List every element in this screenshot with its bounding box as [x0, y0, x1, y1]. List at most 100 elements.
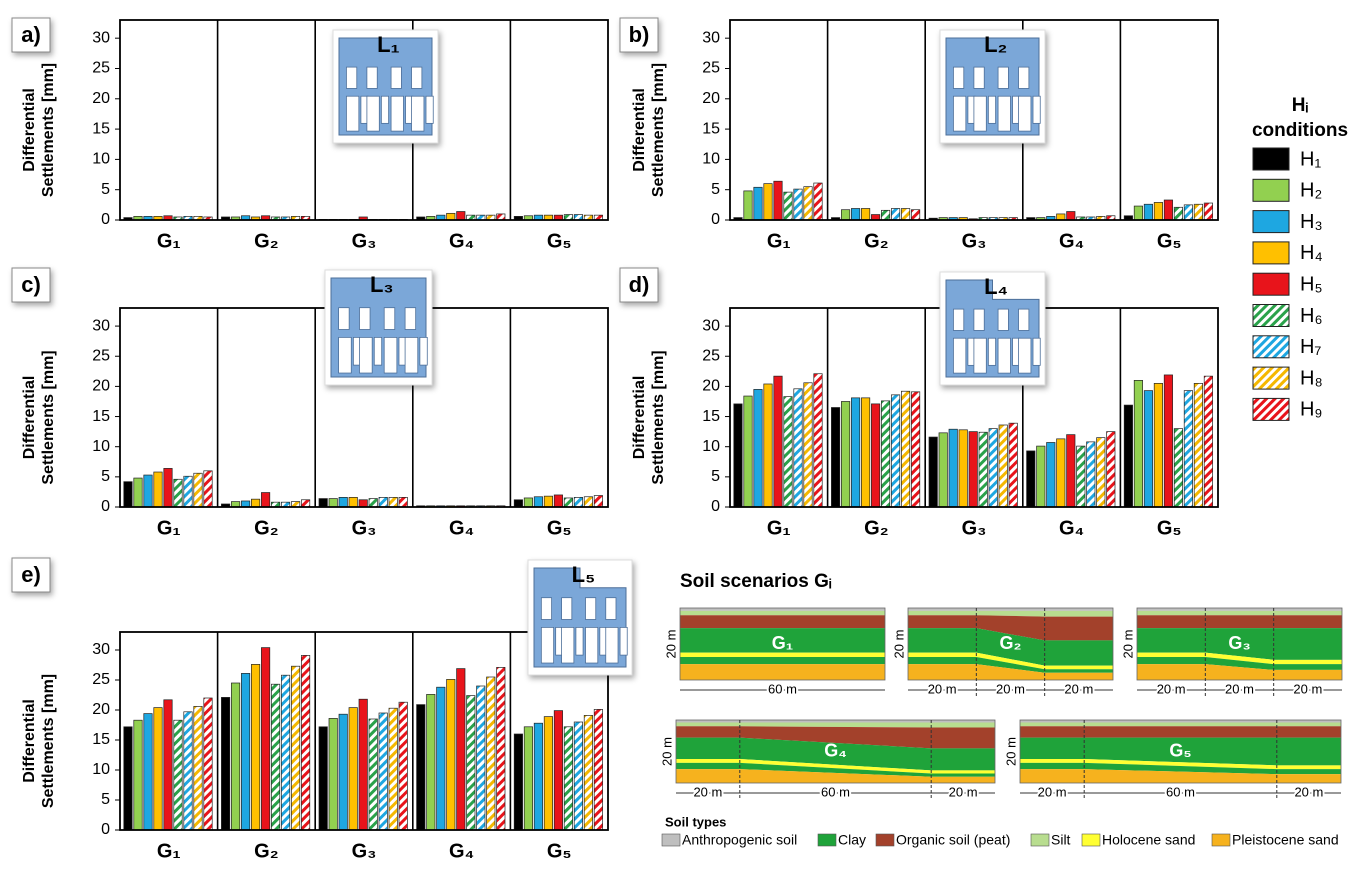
y-tick-label: 30 — [702, 317, 720, 334]
bar — [523, 497, 533, 508]
x-tick-label: G₄ — [1059, 517, 1084, 539]
bar — [231, 682, 241, 831]
y-tick-label: 10 — [702, 438, 720, 455]
y-tick-label: 0 — [101, 498, 110, 515]
building-label: L₅ — [572, 562, 596, 587]
bar — [378, 712, 388, 831]
window — [383, 307, 396, 330]
x-tick-label: G₁ — [157, 517, 181, 539]
bar — [1123, 404, 1133, 508]
soil-layer — [676, 720, 995, 723]
bar — [123, 726, 133, 831]
bar — [318, 498, 328, 508]
y-tick-label: 25 — [702, 347, 720, 364]
bar — [753, 186, 763, 221]
window — [1018, 337, 1032, 374]
building-label: L₁ — [377, 32, 400, 57]
y-tick-label: 15 — [702, 120, 720, 137]
soil-swatch — [1030, 833, 1050, 847]
window — [366, 66, 378, 89]
soil-layer — [676, 722, 995, 728]
x-tick-label: G₄ — [449, 230, 474, 252]
bar — [1173, 428, 1183, 508]
y-tick-label: 10 — [92, 151, 110, 168]
bar — [456, 211, 466, 221]
window — [1018, 308, 1030, 331]
window — [605, 597, 617, 620]
window — [953, 95, 967, 132]
soil-swatch — [875, 833, 895, 847]
window — [411, 95, 425, 132]
window — [366, 95, 380, 132]
x-tick-label: G₄ — [449, 840, 474, 862]
building-icon: L₃ — [324, 269, 433, 386]
width-label: 20 m — [1293, 681, 1322, 696]
bar — [783, 191, 793, 221]
legend-label: H₉ — [1300, 399, 1322, 421]
bar — [841, 209, 851, 221]
x-tick-label: G₁ — [157, 230, 181, 252]
bar — [163, 468, 173, 508]
bar — [998, 424, 1008, 508]
soil-layer — [676, 769, 995, 783]
building-label: L₃ — [370, 272, 394, 297]
soil-frame — [675, 719, 996, 784]
window — [359, 307, 371, 330]
soil-title: Soil scenarios Gᵢ — [680, 571, 832, 592]
soil-swatch — [1081, 833, 1101, 847]
bar — [733, 403, 743, 508]
soil-frame — [907, 607, 1114, 681]
soil-layer — [676, 726, 995, 749]
bar — [593, 495, 603, 508]
window — [390, 66, 402, 89]
bar — [1133, 380, 1143, 508]
y-axis-label: Differential — [21, 699, 38, 783]
soil-layer — [680, 610, 885, 616]
bar — [1203, 375, 1213, 508]
bar — [1036, 445, 1046, 508]
window — [1018, 66, 1030, 89]
scenario-label: G₁ — [772, 633, 793, 653]
width-label: 20 m — [1064, 681, 1093, 696]
y-tick-label: 0 — [101, 211, 110, 228]
x-tick-label: G₃ — [962, 230, 987, 252]
soil-type-label: Silt — [1051, 832, 1071, 848]
building-label: L₂ — [984, 32, 1007, 57]
bar — [978, 431, 988, 508]
scenario-label: G₃ — [1228, 633, 1250, 653]
y-tick-label: 0 — [101, 821, 110, 838]
panel-label: a) — [21, 22, 41, 47]
soil-layer — [908, 656, 1113, 673]
width-label: 20 m — [949, 784, 978, 799]
bar — [183, 475, 193, 508]
soil-layer — [680, 664, 885, 680]
depth-label: 20 m — [1120, 630, 1135, 659]
bar — [573, 721, 583, 831]
soil-layer — [908, 664, 1113, 680]
y-tick-label: 10 — [92, 438, 110, 455]
bar — [958, 429, 968, 508]
bar — [173, 719, 183, 831]
width-label: 20 m — [928, 681, 957, 696]
y-tick-label: 15 — [92, 120, 110, 137]
building-icon: L₁ — [332, 29, 439, 144]
y-tick-label: 0 — [711, 498, 720, 515]
y-tick-label: 5 — [101, 791, 110, 808]
bar — [813, 182, 823, 221]
x-tick-label: G₁ — [767, 230, 791, 252]
bar — [543, 495, 553, 508]
x-tick-label: G₁ — [157, 840, 181, 862]
bar — [583, 496, 593, 508]
y-axis-label: Settlements [mm] — [40, 674, 57, 808]
legend-label: H₃ — [1300, 211, 1323, 233]
window — [605, 627, 619, 664]
scenario-label: G₅ — [1169, 740, 1191, 760]
soil-type-label: Holocene sand — [1102, 832, 1195, 848]
scenario-label: G₂ — [1000, 633, 1022, 653]
bar — [563, 497, 573, 508]
window — [411, 66, 423, 89]
panel-label: c) — [21, 272, 41, 297]
bar — [928, 436, 938, 508]
soil-layer — [1020, 737, 1341, 766]
